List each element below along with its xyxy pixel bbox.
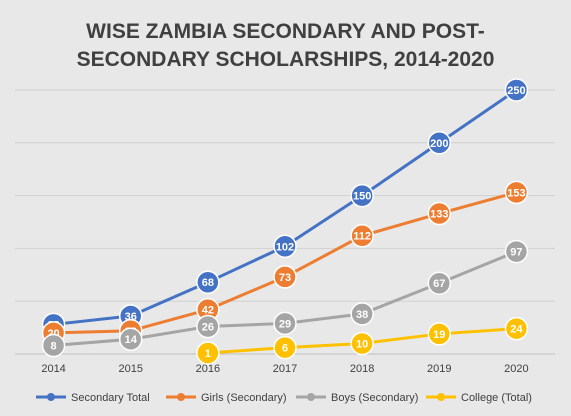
data-label: 29 — [279, 318, 291, 330]
data-label: 26 — [202, 322, 214, 334]
legend-swatch-marker — [47, 393, 55, 401]
data-label: 250 — [507, 85, 525, 97]
x-tick-label: 2015 — [118, 363, 142, 375]
data-point — [196, 314, 220, 339]
data-point — [196, 270, 220, 294]
data-label: 14 — [125, 334, 138, 346]
data-point — [504, 78, 529, 102]
data-label: 6 — [282, 343, 288, 355]
legend-swatch-marker — [307, 393, 315, 401]
legend-swatch-marker — [177, 393, 185, 401]
data-point — [427, 131, 452, 155]
data-label: 133 — [430, 209, 448, 221]
data-label: 97 — [510, 247, 522, 259]
data-label: 68 — [202, 277, 214, 289]
x-tick-label: 2019 — [427, 363, 451, 375]
data-point — [273, 335, 297, 360]
data-label: 153 — [507, 187, 525, 199]
x-tick-label: 2016 — [196, 363, 220, 375]
data-point — [41, 333, 66, 358]
x-tick-label: 2017 — [273, 363, 297, 375]
data-point — [118, 327, 143, 351]
legend-label: College (Total) — [461, 392, 532, 404]
data-label: 200 — [430, 138, 448, 150]
chart-title-line-2: SECONDARY SCHOLARSHIPS, 2014-2020 — [76, 48, 495, 71]
legend-label: Boys (Secondary) — [331, 392, 418, 404]
data-label: 42 — [202, 305, 214, 317]
chart-title: WISE ZAMBIA SECONDARY AND POST- SECONDAR… — [0, 18, 571, 74]
legend-label: Girls (Secondary) — [201, 392, 287, 404]
data-point — [350, 302, 374, 326]
data-point — [427, 271, 452, 295]
data-point — [273, 265, 297, 289]
data-point — [427, 322, 452, 346]
data-point — [427, 201, 452, 226]
data-point — [196, 341, 220, 365]
chart-title-line-1: WISE ZAMBIA SECONDARY AND POST- — [86, 20, 485, 43]
data-label: 73 — [279, 272, 291, 284]
data-point — [504, 239, 529, 264]
x-tick-label: 2020 — [504, 363, 528, 375]
data-label: 38 — [356, 309, 368, 321]
data-point — [504, 180, 529, 205]
legend-swatch-marker — [437, 393, 445, 401]
data-label: 8 — [51, 341, 57, 353]
legend-label: Secondary Total — [71, 392, 150, 404]
x-tick-label: 2014 — [41, 363, 65, 375]
x-tick-label: 2018 — [350, 363, 374, 375]
data-point — [504, 316, 529, 341]
data-label: 102 — [276, 241, 294, 253]
data-point — [350, 223, 374, 248]
data-point — [350, 183, 374, 208]
data-point — [350, 331, 374, 356]
data-label: 19 — [433, 329, 445, 341]
data-label: 112 — [353, 231, 371, 243]
data-label: 67 — [433, 278, 445, 290]
data-point — [273, 311, 297, 336]
data-label: 150 — [353, 191, 371, 203]
data-label: 1 — [205, 348, 211, 360]
data-label: 10 — [356, 338, 368, 350]
data-label: 24 — [510, 324, 523, 336]
data-point — [273, 234, 297, 259]
